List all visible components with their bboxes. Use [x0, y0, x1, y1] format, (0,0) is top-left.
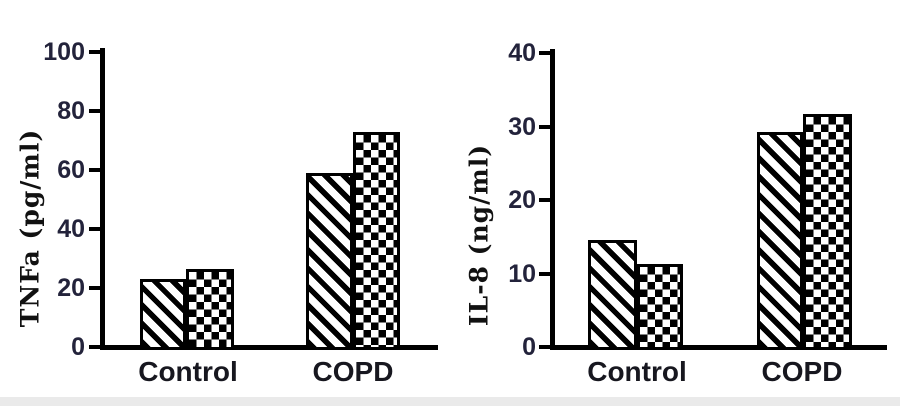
y-tick-mark — [539, 125, 550, 129]
y-tick-label: 20 — [508, 186, 536, 214]
bar-checkerboard-hatch — [803, 114, 852, 350]
y-tick-label: 20 — [57, 274, 85, 302]
y-tick-mark — [89, 227, 100, 231]
x-axis — [550, 345, 887, 350]
y-axis — [550, 49, 555, 350]
y-tick-label: 0 — [522, 333, 536, 361]
y-tick-label: 60 — [57, 156, 85, 184]
bar-diagonal-hatch — [757, 132, 803, 350]
y-tick-mark — [539, 272, 550, 276]
y-tick-mark — [89, 286, 100, 290]
bar-diagonal-hatch — [306, 173, 353, 350]
x-axis — [100, 345, 438, 350]
bar-diagonal-hatch — [140, 279, 186, 350]
x-category-label: COPD — [761, 356, 843, 387]
bar-diagonal-hatch — [588, 240, 637, 350]
y-tick-mark — [89, 109, 100, 113]
y-tick-label: 10 — [508, 260, 536, 288]
y-tick-label: 30 — [508, 113, 536, 141]
y-tick-label: 80 — [57, 97, 85, 125]
il8-y-axis-label: IL-8 (ng/ml) — [464, 143, 494, 327]
chart-tnfa: TNFa (pg/ml) 0 20 40 60 80 100 Control COPD — [16, 38, 438, 387]
x-category-label: COPD — [312, 356, 394, 387]
y-tick-label: 0 — [71, 333, 85, 361]
bottom-strip — [0, 397, 900, 406]
bar-checkerboard-hatch — [353, 132, 400, 350]
y-tick-mark — [539, 198, 550, 202]
y-tick-label: 40 — [508, 39, 536, 67]
y-tick-mark — [89, 50, 100, 54]
y-tick-mark — [539, 51, 550, 55]
bar-checkerboard-hatch — [186, 269, 234, 350]
x-category-label: Control — [138, 356, 238, 387]
y-tick-mark — [89, 345, 100, 349]
y-tick-label: 100 — [43, 38, 85, 66]
y-tick-mark — [539, 345, 550, 349]
y-tick-label: 40 — [57, 215, 85, 243]
y-tick-mark — [89, 168, 100, 172]
y-axis — [100, 48, 105, 350]
bar-checkerboard-hatch — [637, 264, 683, 350]
x-category-label: Control — [587, 356, 687, 387]
